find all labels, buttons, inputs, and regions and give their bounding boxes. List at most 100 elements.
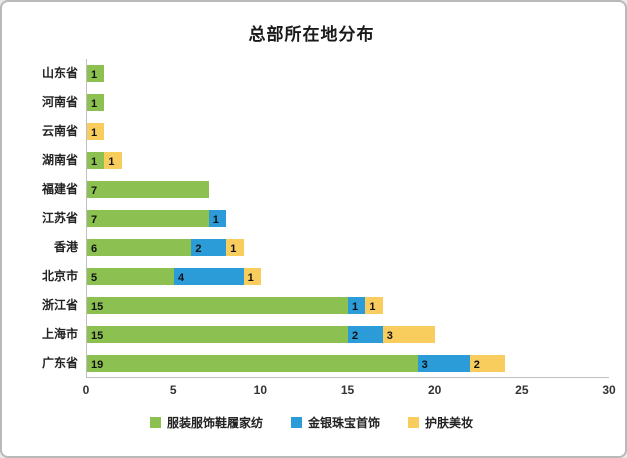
x-axis-tick-label: 20 (427, 383, 442, 397)
y-axis-label: 福建省 (41, 182, 78, 196)
bar-segment: 15 (87, 326, 348, 343)
bar-segment: 1 (226, 239, 244, 256)
bar-value-label: 1 (91, 98, 98, 110)
x-axis-tick-label: 5 (169, 383, 177, 397)
bar-value-label: 2 (352, 330, 359, 342)
bar-segment: 1 (243, 268, 261, 285)
legend-item: 服装服饰鞋履家纺 (149, 414, 263, 431)
bar-row: 1 (87, 59, 609, 88)
bar-value-label: 1 (369, 301, 376, 313)
y-axis-label: 湖南省 (41, 153, 78, 167)
bar-segment: 1 (87, 123, 105, 140)
bar-row: 19 3 2 (87, 349, 609, 378)
bar-row: 1 (87, 117, 609, 146)
legend-label: 护肤美妆 (425, 416, 474, 430)
y-axis-label: 云南省 (41, 124, 78, 138)
bar-segment: 3 (382, 326, 435, 343)
legend-swatch-icon (290, 417, 302, 428)
y-axis-labels: 山东省 河南省 云南省 湖南省 福建省 江苏省 香港 北京市 浙江省 上海市 广东省 (14, 59, 86, 378)
stacked-bar: 1 (87, 65, 609, 82)
bar-value-label: 5 (91, 272, 98, 284)
chart-title: 总部所在地分布 (248, 25, 375, 44)
bar-segment: 3 (417, 355, 470, 372)
bar-value-label: 7 (91, 185, 98, 197)
stacked-bar: 1 (87, 94, 609, 111)
stacked-bar: 1 (87, 123, 609, 140)
bar-segment: 1 (104, 152, 122, 169)
bar-value-label: 2 (195, 243, 202, 255)
bar-value-label: 3 (421, 359, 428, 371)
bar-value-label: 2 (473, 359, 480, 371)
bar-segment: 1 (87, 94, 105, 111)
bar-segment: 1 (87, 65, 105, 82)
bar-row: 15 1 1 (87, 291, 609, 320)
bar-row: 6 2 1 (87, 233, 609, 262)
bar-segment: 19 (87, 355, 418, 372)
bar-segment: 6 (87, 239, 192, 256)
legend-swatch-icon (149, 417, 161, 428)
bar-value-label: 1 (247, 272, 254, 284)
bar-segment: 15 (87, 297, 348, 314)
y-axis-label: 上海市 (41, 327, 78, 341)
legend-label: 金银珠宝首饰 (307, 416, 380, 430)
y-axis-label: 江苏省 (41, 211, 78, 225)
stacked-bar: 5 4 1 (87, 268, 609, 285)
bar-value-label: 1 (108, 156, 115, 168)
y-axis-label: 广东省 (41, 356, 78, 370)
stacked-bar: 15 2 3 (87, 326, 609, 343)
bar-value-label: 1 (352, 301, 359, 313)
y-axis-label: 香港 (53, 240, 78, 254)
x-axis-tick-label: 0 (82, 383, 90, 397)
bar-segment: 5 (87, 268, 174, 285)
bar-segment: 2 (191, 239, 227, 256)
bar-row: 15 2 3 (87, 320, 609, 349)
bar-segment: 7 (87, 181, 209, 198)
bar-segment: 1 (365, 297, 383, 314)
stacked-bar: 7 (87, 181, 609, 198)
x-axis-tick-label: 10 (253, 383, 268, 397)
bar-value-label: 19 (91, 359, 104, 371)
bar-segment: 2 (469, 355, 505, 372)
bar-segment: 1 (348, 297, 366, 314)
plot-rows: 1 1 1 1 1 7 7 1 6 2 1 5 4 1 15 1 1 15 2 3 19 3 2 (86, 59, 609, 378)
x-axis-tick-label: 25 (515, 383, 529, 397)
y-axis-label: 山东省 (41, 66, 78, 80)
legend-label: 服装服饰鞋履家纺 (166, 416, 263, 430)
bar-value-label: 1 (91, 69, 98, 81)
bar-segment: 1 (87, 152, 105, 169)
bar-segment: 2 (348, 326, 383, 343)
bar-value-label: 1 (212, 214, 219, 226)
stacked-bar: 6 2 1 (87, 239, 609, 256)
legend-swatch-icon (408, 417, 419, 428)
x-axis: 0 5 10 15 20 25 30 (82, 378, 616, 398)
bar-value-label: 4 (178, 272, 185, 284)
bar-value-label: 15 (91, 301, 104, 313)
bar-value-label: 1 (91, 156, 98, 168)
legend-item: 护肤美妆 (408, 414, 473, 431)
bar-value-label: 7 (91, 214, 98, 226)
x-axis-tick-label: 15 (340, 383, 355, 397)
stacked-bar: 19 3 2 (87, 355, 609, 372)
bar-value-label: 1 (230, 243, 237, 255)
bar-value-label: 3 (386, 330, 393, 342)
legend: 服装服饰鞋履家纺 金银珠宝首饰 护肤美妆 (14, 414, 609, 431)
bar-value-label: 1 (91, 127, 98, 139)
bar-value-label: 6 (91, 243, 98, 255)
bar-value-label: 15 (91, 330, 104, 342)
stacked-bar: 15 1 1 (87, 297, 609, 314)
bar-segment: 7 (87, 210, 209, 227)
bar-row: 5 4 1 (87, 262, 609, 291)
y-axis-label: 北京市 (41, 269, 78, 283)
x-axis-tick-label: 30 (602, 383, 616, 397)
y-axis-label: 浙江省 (41, 298, 78, 312)
legend-item: 金银珠宝首饰 (290, 414, 380, 431)
bar-segment: 1 (208, 210, 227, 227)
bar-segment: 4 (174, 268, 244, 285)
bar-row: 1 (87, 88, 609, 117)
bar-row: 7 (87, 175, 609, 204)
